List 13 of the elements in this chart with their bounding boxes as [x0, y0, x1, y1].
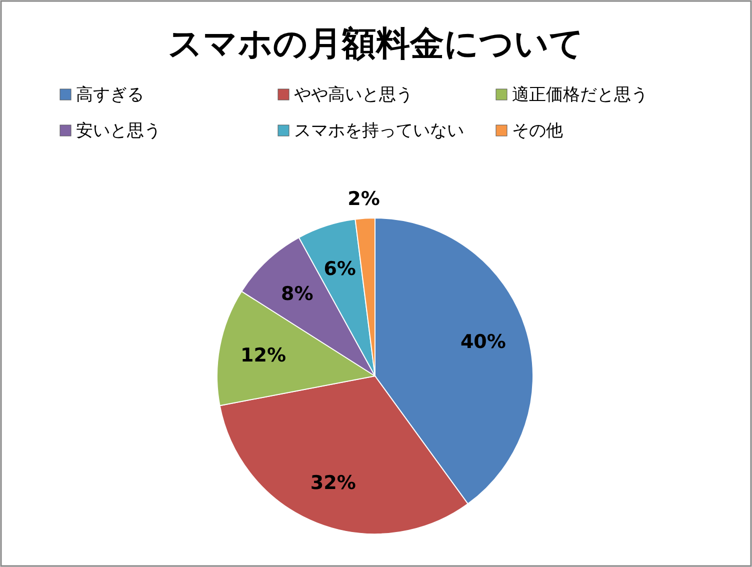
legend-label: 高すぎる [76, 85, 144, 105]
data-label: 6% [324, 258, 356, 280]
legend-label: その他 [512, 121, 563, 141]
legend-label: スマホを持っていない [294, 121, 464, 141]
legend-label: やや高いと思う [294, 85, 413, 105]
data-label: 32% [310, 472, 356, 494]
data-label: 40% [460, 330, 506, 353]
data-label: 12% [240, 344, 286, 367]
data-label: 2% [348, 188, 380, 210]
legend-label: 適正価格だと思う [512, 85, 648, 105]
data-label: 8% [280, 283, 314, 306]
legend-label: 安いと思う [76, 121, 161, 141]
chart-title: スマホの月額料金について [168, 24, 584, 64]
